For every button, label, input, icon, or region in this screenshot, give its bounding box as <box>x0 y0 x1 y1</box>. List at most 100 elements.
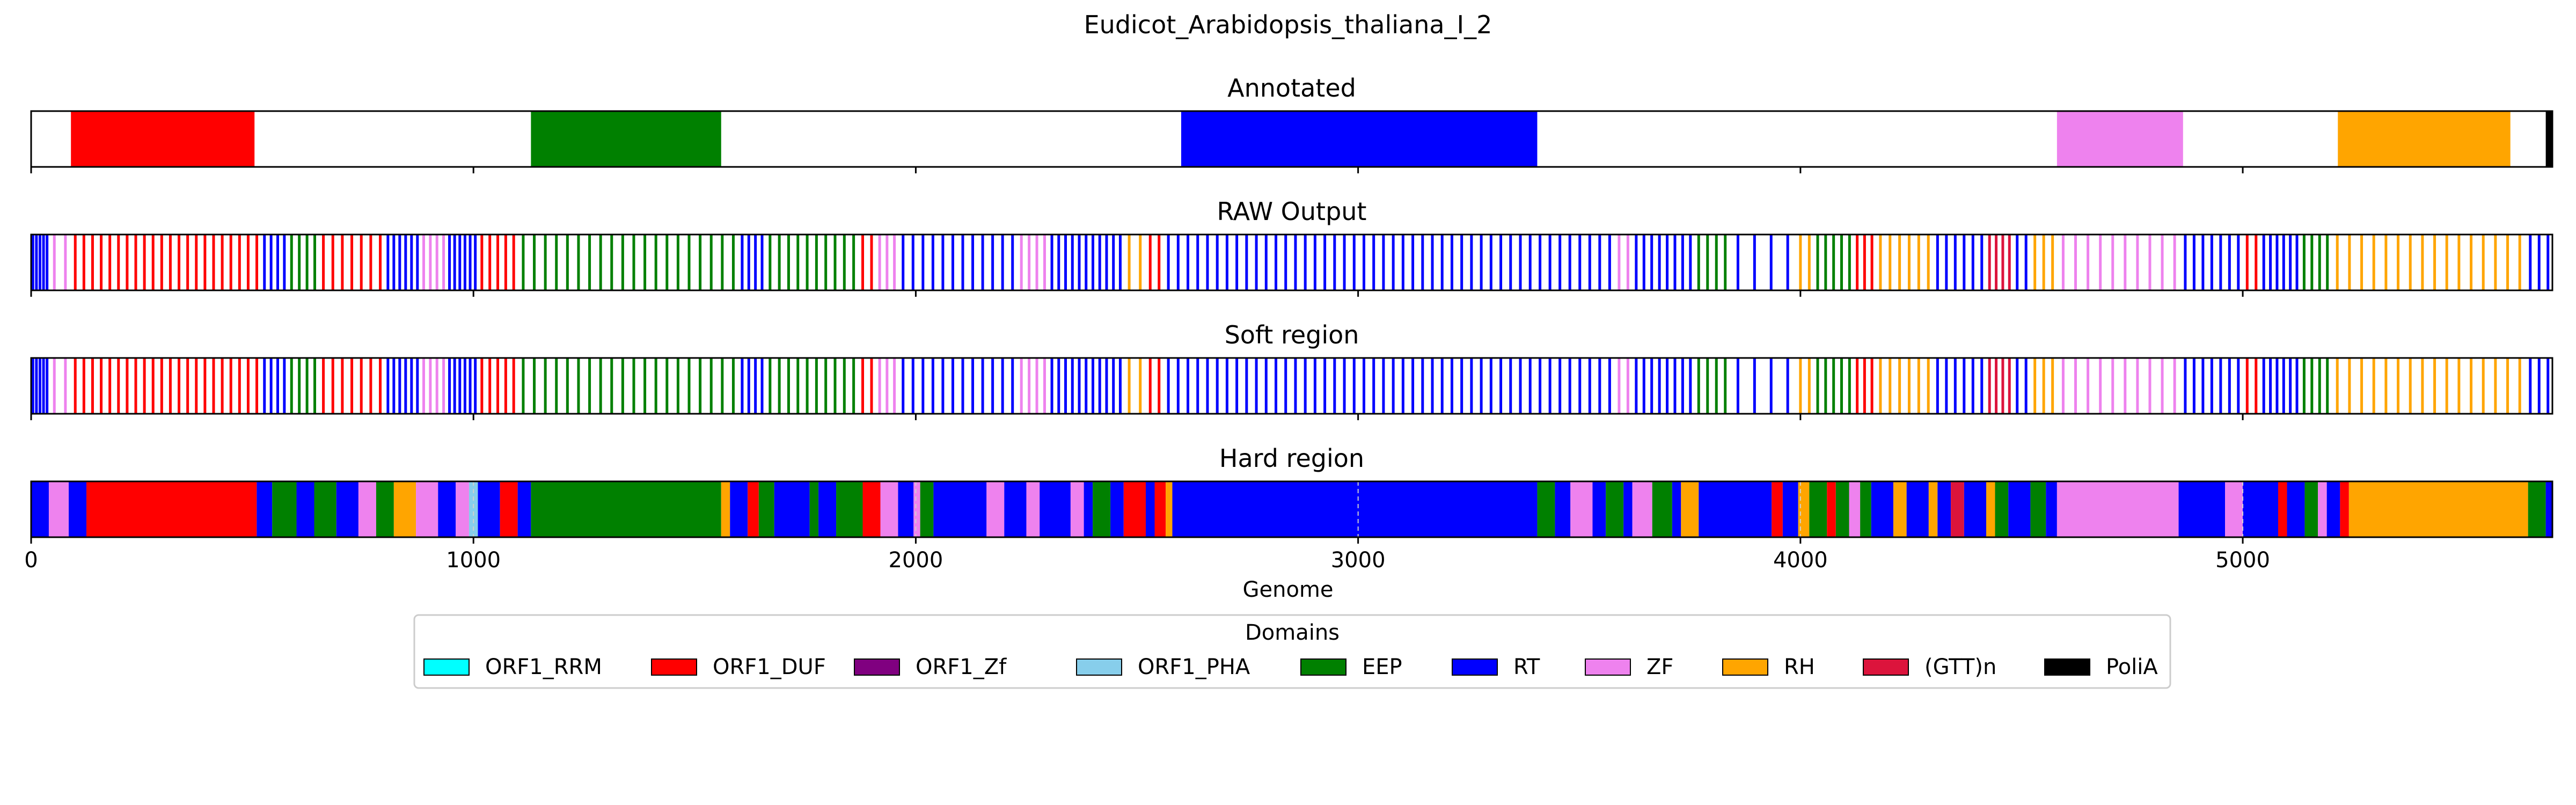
domain-segment-eep <box>531 481 721 537</box>
domain-segment-zf <box>880 481 898 537</box>
legend-swatch <box>651 658 697 676</box>
domain-segment-orf1-duf <box>748 481 759 537</box>
domain-segment-zf <box>1632 481 1652 537</box>
domain-segment-eep <box>1835 481 1849 537</box>
domain-segment-rt <box>1906 481 1929 537</box>
domain-segment-rh <box>1166 481 1173 537</box>
domain-segment-orf1-duf <box>71 111 255 167</box>
legend-entry-orf1-zf: ORF1_Zf <box>854 655 1007 679</box>
domain-segment-rh <box>2338 111 2511 167</box>
domain-segment-zf <box>2225 481 2243 537</box>
legend-entry-zf: ZF <box>1585 655 1673 679</box>
x-axis: Genome 0 1000 2000 3000 4000 5000 <box>24 548 2270 602</box>
legend-label: PoliA <box>2106 655 2158 679</box>
domain-segment-zf <box>986 481 1005 537</box>
legend-swatch <box>854 658 900 676</box>
track-frame <box>30 357 2553 415</box>
legend-entry-polia: PoliA <box>2044 655 2158 679</box>
domain-segment-rt <box>1782 481 1798 537</box>
domain-segment-rh <box>1986 481 1995 537</box>
domain-segment-rh <box>1893 481 1907 537</box>
domain-segment-orf1-duf <box>1154 481 1166 537</box>
legend-label: ORF1_RRM <box>485 655 602 679</box>
legend-label: ORF1_Zf <box>916 655 1007 679</box>
track-panels: Annotated RAW Output Soft region Hard regio… <box>30 74 2553 544</box>
track-soft-region: Soft region <box>30 320 2553 420</box>
domain-segment-eep <box>1093 481 1111 537</box>
x-tick-label: 5000 <box>2215 548 2270 573</box>
track-title: Soft region <box>1225 320 1359 349</box>
domain-segment-eep <box>1809 481 1827 537</box>
legend-label: (GTT)n <box>1924 655 1996 679</box>
domain-segment-rt <box>478 481 500 537</box>
domain-segment-zf <box>416 481 438 537</box>
domain-segment-eep <box>1652 481 1672 537</box>
domain-segment-rt <box>1964 481 1987 537</box>
domain-segment-orf1-pha <box>469 481 478 537</box>
domain-segment-rh <box>1928 481 1938 537</box>
domain-segment-rt <box>1040 481 1071 537</box>
domain-segment-zf <box>48 481 69 537</box>
domain-segment-rt <box>336 481 358 537</box>
domain-segment-eep <box>920 481 934 537</box>
legend: Domains ORF1_RRM ORF1_DUF ORF1_Zf ORF1_PHA E… <box>413 614 2171 689</box>
domain-segment-rt <box>1004 481 1027 537</box>
legend-title: Domains <box>1245 620 1340 645</box>
domain-segment-rt <box>898 481 914 537</box>
domain-segment-rh <box>2348 481 2528 537</box>
legend-swatch <box>1452 658 1498 676</box>
track-background <box>31 235 2552 290</box>
domain-segment-rt <box>296 481 314 537</box>
domain-segment-rt <box>1623 481 1633 537</box>
domain-segment-rh <box>393 481 416 537</box>
domain-segment-rh <box>1798 481 1810 537</box>
domain-segment-eep <box>531 111 721 167</box>
legend-swatch <box>423 658 470 676</box>
domain-segment-eep <box>2030 481 2046 537</box>
domain-segment-rt <box>2008 481 2031 537</box>
legend-label: ORF1_DUF <box>713 655 826 679</box>
domain-segment-orf1-duf <box>2278 481 2287 537</box>
domain-segment-rt <box>1555 481 1571 537</box>
domain-segment-rh <box>1681 481 1699 537</box>
legend-swatch <box>1076 658 1122 676</box>
domain-segment-eep <box>1537 481 1555 537</box>
domain-segment-polia <box>2545 111 2552 167</box>
track-raw-output: RAW Output <box>30 197 2553 297</box>
legend-swatch <box>1722 658 1768 676</box>
legend-swatch <box>1585 658 1631 676</box>
legend-entries: ORF1_RRM ORF1_DUF ORF1_Zf ORF1_PHA EEP RT ZF RH… <box>423 655 2158 679</box>
domain-segment-eep <box>272 481 297 537</box>
domain-segment-eep <box>1860 481 1871 537</box>
legend-swatch <box>1300 658 1346 676</box>
domain-segment-orf1-duf <box>1772 481 1783 537</box>
legend-entry-orf1-pha: ORF1_PHA <box>1076 655 1250 679</box>
track-frame <box>30 110 2553 168</box>
legend-entry-orf1-duf: ORF1_DUF <box>651 655 826 679</box>
domain-segment-orf1-duf <box>2340 481 2349 537</box>
domain-segment-zf <box>2057 481 2179 537</box>
domain-segment-rt <box>2046 481 2057 537</box>
domain-segment-eep <box>836 481 863 537</box>
x-tick-label: 1000 <box>446 548 501 573</box>
domain-segment-zf <box>358 481 376 537</box>
legend-label: ZF <box>1646 655 1673 679</box>
domain-segment-rt <box>1871 481 1893 537</box>
domain-segment-rt <box>69 481 87 537</box>
domain-segment-orf1-duf <box>86 481 257 537</box>
domain-segment-rt <box>933 481 987 537</box>
legend-label: RH <box>1784 655 1815 679</box>
domain-segment-zf <box>1570 481 1593 537</box>
legend-swatch <box>1863 658 1909 676</box>
legend-label: RT <box>1513 655 1540 679</box>
domain-segment-rt <box>730 481 748 537</box>
track-hard-region: Hard region <box>30 444 2553 544</box>
domain-segment-rt <box>517 481 531 537</box>
legend-entry-rh: RH <box>1722 655 1815 679</box>
domain-segment-orf1-duf <box>862 481 881 537</box>
domain-segment-eep <box>2304 481 2318 537</box>
figure-title: Eudicot_Arabidopsis_thaliana_I_2 <box>1084 10 1492 39</box>
legend-label: EEP <box>1362 655 1402 679</box>
domain-segment-eep <box>758 481 774 537</box>
legend-entry-eep: EEP <box>1300 655 1402 679</box>
